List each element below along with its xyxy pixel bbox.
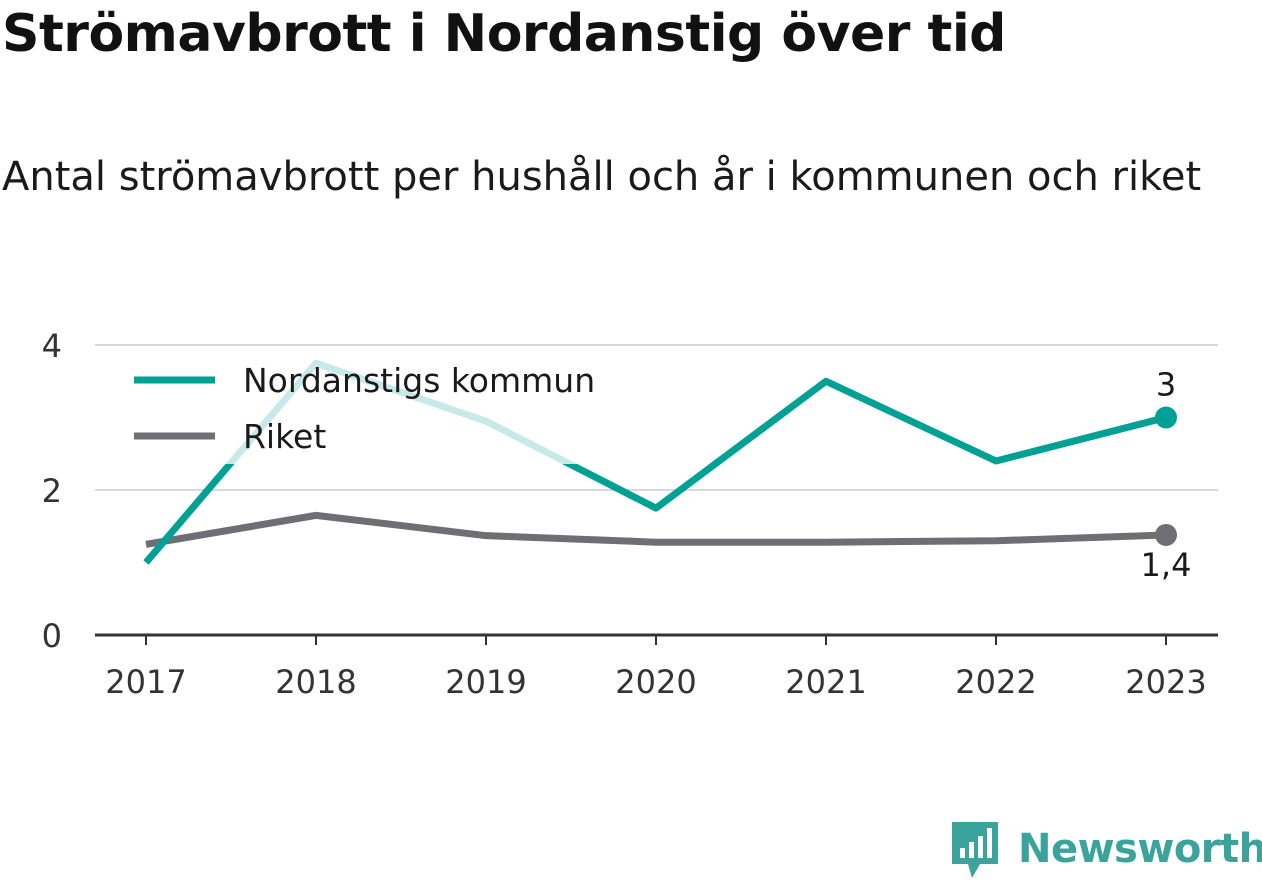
x-tick-label: 2022	[955, 663, 1036, 701]
newsworthy-logo-icon	[952, 822, 998, 878]
x-axis-ticks: 2017 2018 2019 2020 2021 2022 2023	[105, 635, 1207, 701]
y-tick-label: 0	[42, 617, 62, 655]
y-tick-label: 4	[42, 327, 62, 365]
end-labels: 31,4	[1141, 366, 1192, 584]
chart-title: Strömavbrott i Nordanstig över tid	[2, 4, 1006, 64]
x-tick-label: 2021	[785, 663, 866, 701]
x-tick-label: 2020	[615, 663, 696, 701]
x-tick-label: 2017	[105, 663, 186, 701]
x-tick-label: 2019	[445, 663, 526, 701]
end-value-label: 1,4	[1141, 546, 1192, 584]
y-axis-ticks: 0 2 4	[42, 327, 62, 655]
y-tick-label: 2	[42, 472, 62, 510]
legend-background	[128, 352, 633, 464]
x-tick-label: 2018	[275, 663, 356, 701]
newsworthy-logo: Newsworthy	[950, 818, 1262, 880]
legend: Nordanstigs kommun Riket	[128, 352, 633, 464]
end-point-marker	[1155, 523, 1177, 546]
legend-label: Nordanstigs kommun	[243, 361, 595, 400]
end-value-label: 3	[1156, 366, 1176, 404]
legend-label: Riket	[243, 417, 326, 456]
series-line-riket	[145, 511, 1167, 548]
chart-subtitle: Antal strömavbrott per hushåll och år i …	[2, 154, 1202, 200]
end-point-marker	[1155, 406, 1177, 429]
x-tick-label: 2023	[1125, 663, 1206, 701]
brand-name: Newsworthy	[1018, 826, 1262, 872]
